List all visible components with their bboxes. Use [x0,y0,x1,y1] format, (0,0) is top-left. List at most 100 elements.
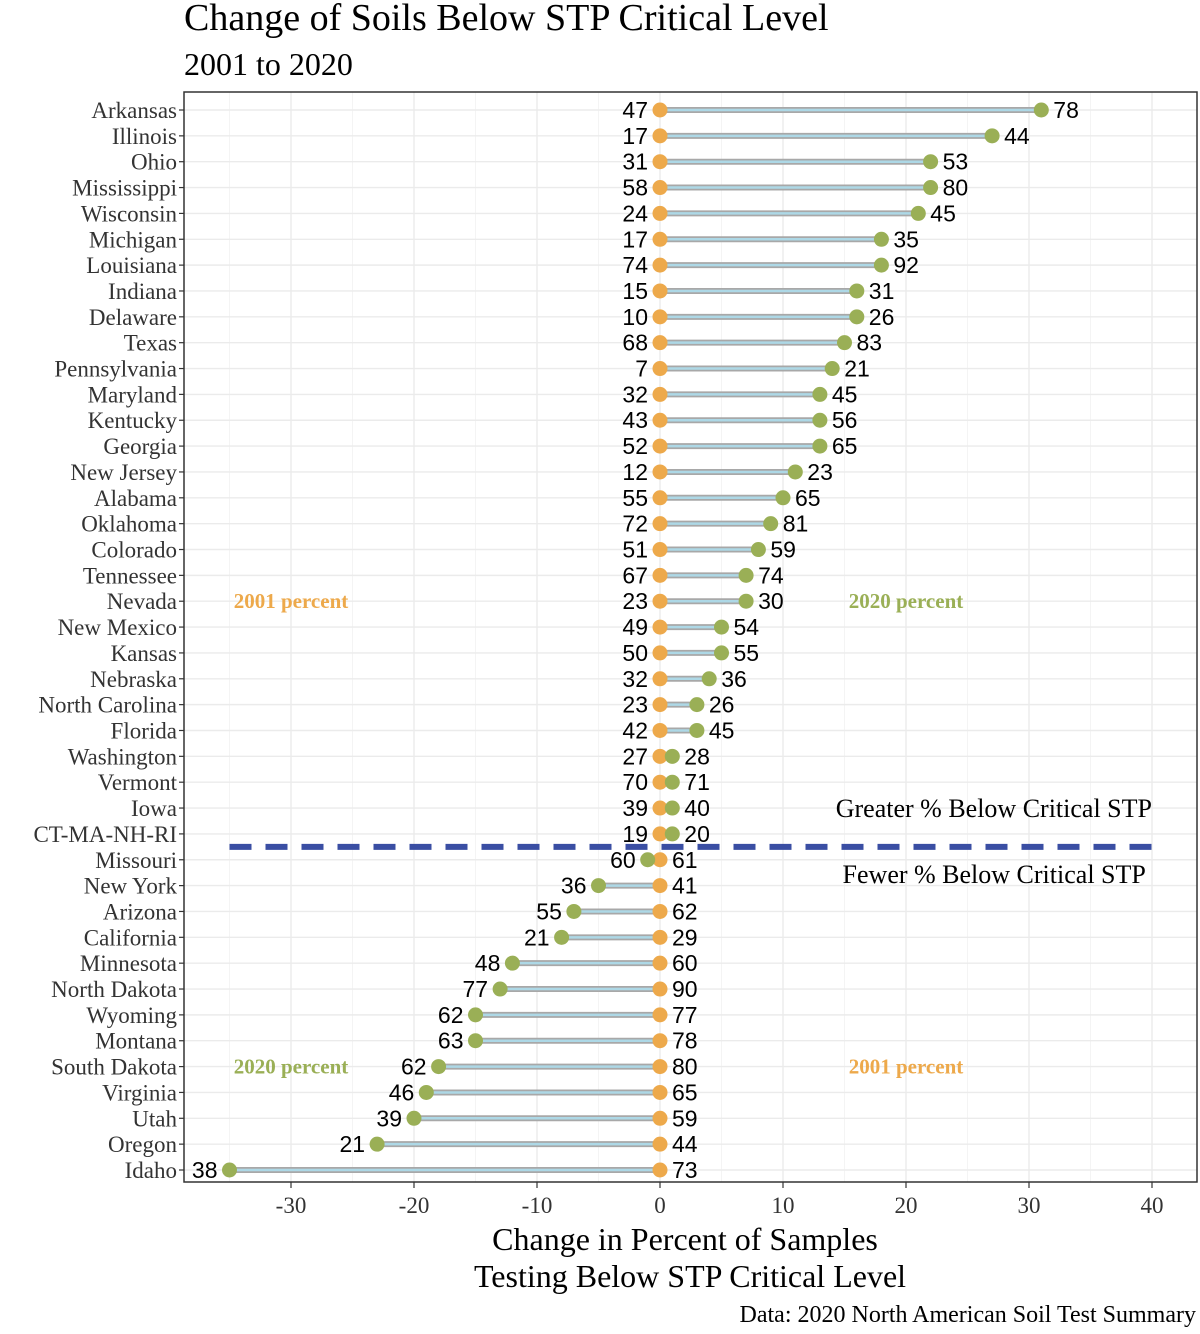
label-2001: 43 [622,407,648,433]
dot-2020 [406,1110,422,1126]
y-tick-label: Tennessee [83,563,177,588]
chart-title: Change of Soils Below STP Critical Level [184,0,829,39]
label-2020: 44 [1004,123,1030,149]
dot-2020 [837,335,852,351]
dot-2001 [652,593,668,609]
dot-2001 [652,180,668,196]
dot-2001 [652,412,668,428]
label-2020: 81 [783,511,809,537]
dot-2001 [652,955,668,971]
dot-2020 [701,671,717,687]
label-2001: 50 [622,640,648,666]
dot-2020 [468,1033,483,1049]
chart-subtitle: 2001 to 2020 [184,46,353,82]
dot-2001 [652,335,668,351]
dots [222,102,1049,1178]
annotation-fewer: Fewer % Below Critical STP [843,860,1146,889]
y-tick-label: Montana [95,1029,177,1054]
dot-2001 [652,567,668,583]
label-2020: 46 [389,1079,415,1105]
dot-2020 [640,852,656,868]
label-2001: 19 [622,821,648,847]
y-tick-label: Vermont [98,770,178,795]
label-2020: 62 [438,1002,464,1028]
x-tick-label: -10 [522,1193,553,1218]
y-tick-label: Ohio [131,150,177,175]
label-2001: 15 [622,278,648,304]
x-axis-title-line-1: Change in Percent of Samples [492,1221,878,1257]
label-2001: 24 [622,200,648,226]
dot-2020 [689,697,705,713]
label-2001: 27 [622,743,648,769]
dot-2020 [492,981,508,997]
label-2001: 90 [672,976,698,1002]
dot-2020 [812,412,828,428]
label-2001: 68 [622,330,648,356]
y-tick-label: New Jersey [70,460,177,485]
label-2020: 55 [734,640,760,666]
dot-2001 [652,283,668,299]
value-labels: 47 78 17 44 31 53 58 80 24 45 17 35 74 92 15 31 10 26 68 83… [192,97,1079,1183]
dot-2020 [689,722,705,738]
label-2001: 29 [672,924,698,950]
x-tick-label: 40 [1141,1193,1164,1218]
dot-2020 [591,878,606,894]
y-tick-label: Wyoming [86,1003,177,1028]
dot-2001 [652,542,668,558]
x-axis-title-line-2: Testing Below STP Critical Level [474,1258,906,1294]
label-2001: 17 [622,226,648,252]
label-2020: 45 [930,200,956,226]
dot-2020 [812,386,828,402]
x-tick-label: 10 [772,1193,795,1218]
label-2001: 44 [672,1131,698,1157]
dot-2001 [652,619,668,635]
y-tick-label: Mississippi [72,176,177,201]
dot-2020 [763,516,779,532]
dot-2001 [652,1110,668,1126]
y-tick-label: Georgia [103,434,177,459]
label-2020: 60 [610,847,636,873]
label-2020: 53 [943,149,969,175]
label-2001: 10 [622,304,648,330]
y-tick-label: Nebraska [90,667,177,692]
dot-2001 [652,257,668,273]
label-2020: 45 [832,381,858,407]
y-tick-label: Missouri [95,848,177,873]
y-tick-label: New Mexico [58,615,177,640]
dot-2020 [222,1162,237,1178]
label-2020: 21 [340,1131,366,1157]
label-2001: 7 [635,356,648,382]
label-2020: 20 [684,821,710,847]
label-2001: 41 [672,873,698,899]
dot-2001 [652,878,668,894]
y-tick-label: Nevada [107,589,177,614]
label-2001: 31 [622,149,648,175]
label-2001: 74 [622,252,648,278]
y-tick-label: New York [84,874,178,899]
dot-2020 [849,283,865,299]
label-2001: 39 [622,795,648,821]
label-2001: 51 [622,537,648,563]
label-2001: 62 [672,898,698,924]
dot-2001 [652,852,668,868]
label-2001: 32 [622,381,648,407]
label-2001: 23 [622,692,648,718]
dot-2001 [652,1136,668,1152]
label-2001: 52 [622,433,648,459]
label-2020: 92 [893,252,919,278]
dot-2001 [652,205,668,221]
dot-2020 [714,619,729,635]
label-2020: 80 [943,175,969,201]
x-tick-label: 0 [654,1193,666,1218]
label-2020: 38 [192,1157,218,1183]
y-tick-label: North Carolina [38,693,177,718]
dot-2001 [652,826,668,842]
dot-2020 [984,128,1000,144]
label-2001: 23 [622,588,648,614]
dot-2001 [652,903,668,919]
dot-2020 [664,774,680,790]
dot-2001 [652,309,668,325]
annotation-2001-percent-top: 2001 percent [234,589,349,613]
label-2020: 45 [709,717,735,743]
y-tick-label: Washington [68,744,178,769]
